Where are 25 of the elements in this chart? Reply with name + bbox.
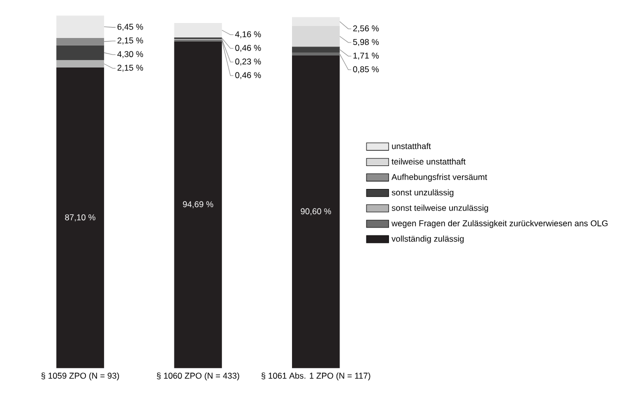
data-label: 4,30 %	[117, 50, 144, 58]
data-label: 2,15 %	[118, 37, 144, 44]
data-label: 6,45 %	[118, 24, 144, 31]
legend-label: sonst teilweise unzulässig	[392, 204, 488, 212]
data-label: 0,46 %	[235, 44, 261, 52]
legend-label: sonst unzulässig	[392, 189, 454, 197]
data-label: 5,98 %	[353, 38, 379, 46]
legend-label: Aufhebungsfrist versäumt	[392, 174, 488, 182]
data-label: 1,71 %	[353, 52, 379, 60]
x-tick-label: § 1059 ZPO (N = 93)	[41, 372, 119, 380]
data-label: 4,16 %	[235, 31, 261, 38]
data-label: 2,56 %	[353, 25, 379, 32]
legend-label: wegen Fragen der Zulässigkeit zurückverwiesen ans OLG	[391, 220, 608, 228]
legend-label: teilweise unstatthaft	[392, 158, 466, 164]
data-label: 0,46 %	[235, 72, 261, 79]
data-label: 90,60 %	[300, 208, 332, 216]
data-label: 0,85 %	[353, 66, 379, 74]
x-tick-label: § 1060 ZPO (N = 433)	[156, 372, 240, 380]
x-tick-label: § 1061 Abs. 1 ZPO (N = 117)	[261, 372, 370, 380]
data-label: 0,23 %	[235, 58, 261, 66]
data-label: 94,69 %	[182, 201, 214, 208]
legend-label: unstatthaft	[392, 142, 431, 149]
data-label: 2,15 %	[118, 64, 144, 72]
data-label: 87,10 %	[65, 214, 96, 222]
legend-label: vollständig zulässig	[392, 235, 464, 244]
